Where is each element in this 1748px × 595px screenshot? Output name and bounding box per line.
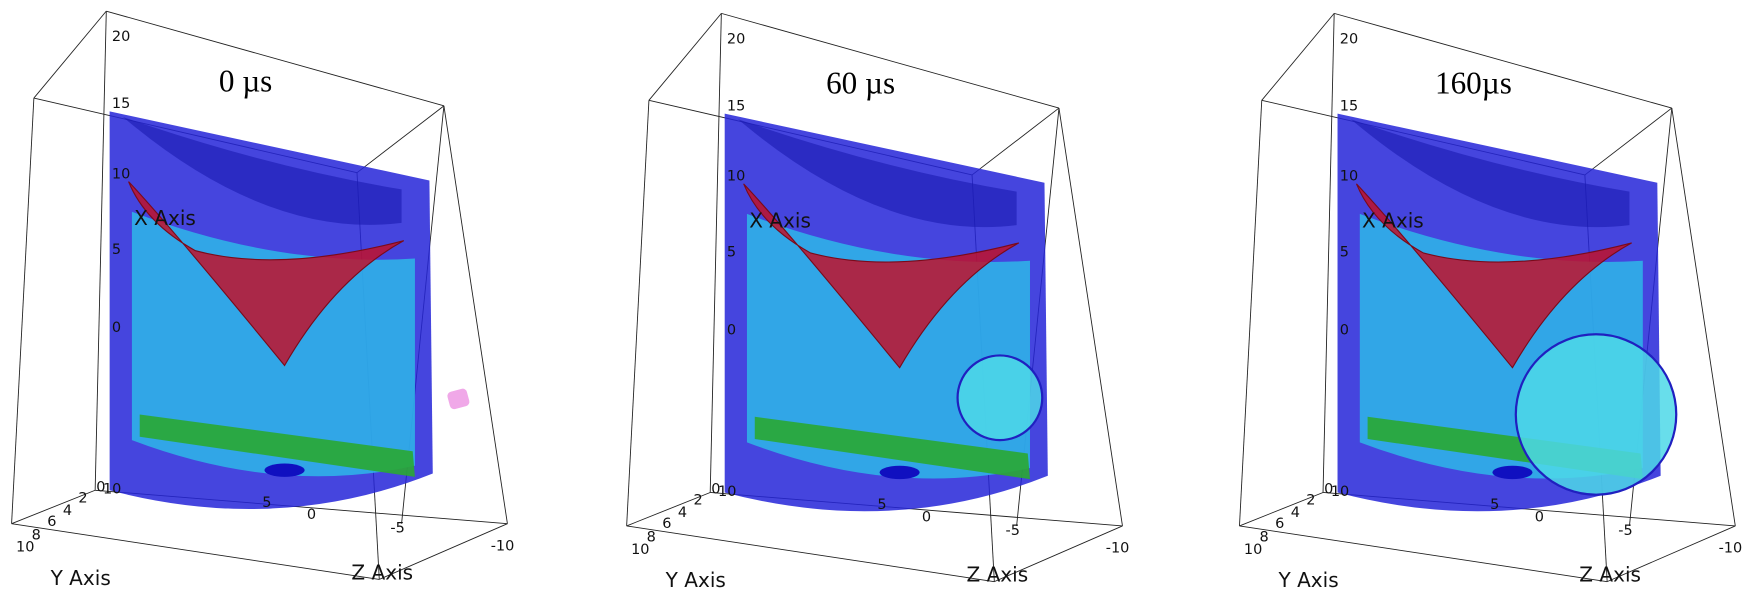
vertical-tick-label: 15: [112, 96, 130, 112]
vertical-tick-label: 20: [1340, 31, 1358, 47]
z-tick-label: 10: [718, 484, 736, 500]
y-axis-title: Y Axis: [1277, 568, 1338, 592]
frame-line: [34, 11, 106, 98]
x-axis-title: X Axis: [1362, 208, 1424, 232]
y-tick-label: 2: [693, 493, 702, 509]
frame-line: [357, 106, 444, 173]
fragment: [446, 388, 470, 410]
bubble: [958, 355, 1043, 440]
z-tick-label: 0: [1535, 509, 1544, 525]
y-tick-label: 6: [662, 516, 671, 532]
y-tick-label: 4: [63, 503, 72, 519]
y-tick-label: 4: [678, 505, 687, 521]
vertical-tick-label: 20: [112, 29, 130, 45]
base-port: [880, 466, 920, 479]
frame-line: [710, 13, 721, 492]
vertical-tick-label: 5: [1340, 244, 1349, 260]
frame-line: [1239, 100, 1261, 526]
frame-line: [106, 11, 444, 106]
page: 0 µs2015105010864201050-5-10X AxisY Axis…: [0, 0, 1748, 595]
frame-line: [1585, 108, 1672, 175]
z-axis-title: Z Axis: [351, 560, 413, 584]
z-tick-label: 5: [1490, 497, 1499, 513]
base-port: [265, 464, 305, 477]
x-axis-title: X Axis: [134, 206, 196, 230]
vertical-tick-label: 10: [112, 166, 130, 182]
figure: 0 µs2015105010864201050-5-10X AxisY Axis…: [0, 0, 1748, 595]
frame-line: [12, 98, 34, 524]
y-tick-label: 2: [1306, 493, 1315, 509]
vertical-tick-label: 0: [1340, 322, 1349, 338]
bubble: [1516, 334, 1676, 494]
y-tick-label: 8: [1260, 530, 1269, 546]
y-tick-label: 4: [1291, 505, 1300, 521]
z-tick-label: -5: [1618, 523, 1632, 539]
vertical-tick-label: 5: [112, 242, 121, 258]
z-tick-label: 10: [103, 482, 121, 498]
y-axis-title: Y Axis: [665, 568, 726, 592]
frame-line: [1323, 13, 1334, 492]
vertical-tick-label: 15: [1340, 98, 1358, 114]
z-tick-label: -5: [390, 521, 404, 537]
frame-line: [95, 11, 106, 490]
z-axis-title: Z Axis: [966, 563, 1028, 587]
z-tick-label: 5: [262, 495, 271, 511]
panel-time: 60 µs: [826, 66, 895, 101]
vertical-tick-label: 10: [727, 169, 745, 185]
vertical-tick-label: 0: [727, 322, 736, 338]
panel-time: 0 µs: [219, 63, 273, 98]
z-tick-label: -10: [1106, 541, 1130, 557]
panel-time: 160µs: [1435, 66, 1512, 101]
z-tick-label: -10: [1719, 541, 1743, 557]
z-tick-label: 10: [1331, 484, 1349, 500]
z-tick-label: -10: [491, 538, 515, 554]
x-axis-title: X Axis: [749, 208, 811, 232]
z-tick-label: 5: [877, 497, 886, 513]
y-tick-label: 8: [32, 527, 41, 543]
y-tick-label: 8: [647, 530, 656, 546]
vertical-tick-label: 10: [1340, 169, 1358, 185]
z-tick-label: 0: [307, 507, 316, 523]
y-tick-label: 6: [47, 514, 56, 530]
frame-line: [1672, 108, 1736, 526]
y-tick-label: 2: [78, 491, 87, 507]
frame-line: [972, 108, 1059, 175]
frame-line: [1262, 13, 1334, 100]
z-axis-title: Z Axis: [1579, 563, 1641, 587]
base-port: [1492, 466, 1532, 479]
y-axis-title: Y Axis: [50, 566, 111, 590]
z-tick-label: -5: [1005, 523, 1019, 539]
vertical-tick-label: 5: [727, 244, 736, 260]
frame-line: [627, 100, 649, 526]
frame-line: [649, 13, 721, 100]
z-tick-label: 0: [922, 509, 931, 525]
frame-line: [1059, 108, 1123, 526]
frame-line: [444, 106, 508, 524]
vertical-tick-label: 15: [727, 98, 745, 114]
y-tick-label: 6: [1275, 516, 1284, 532]
vertical-tick-label: 0: [112, 320, 121, 336]
panel: 0 µs2015105010864201050-5-10X AxisY Axis…: [12, 11, 515, 590]
vertical-tick-label: 20: [727, 31, 745, 47]
